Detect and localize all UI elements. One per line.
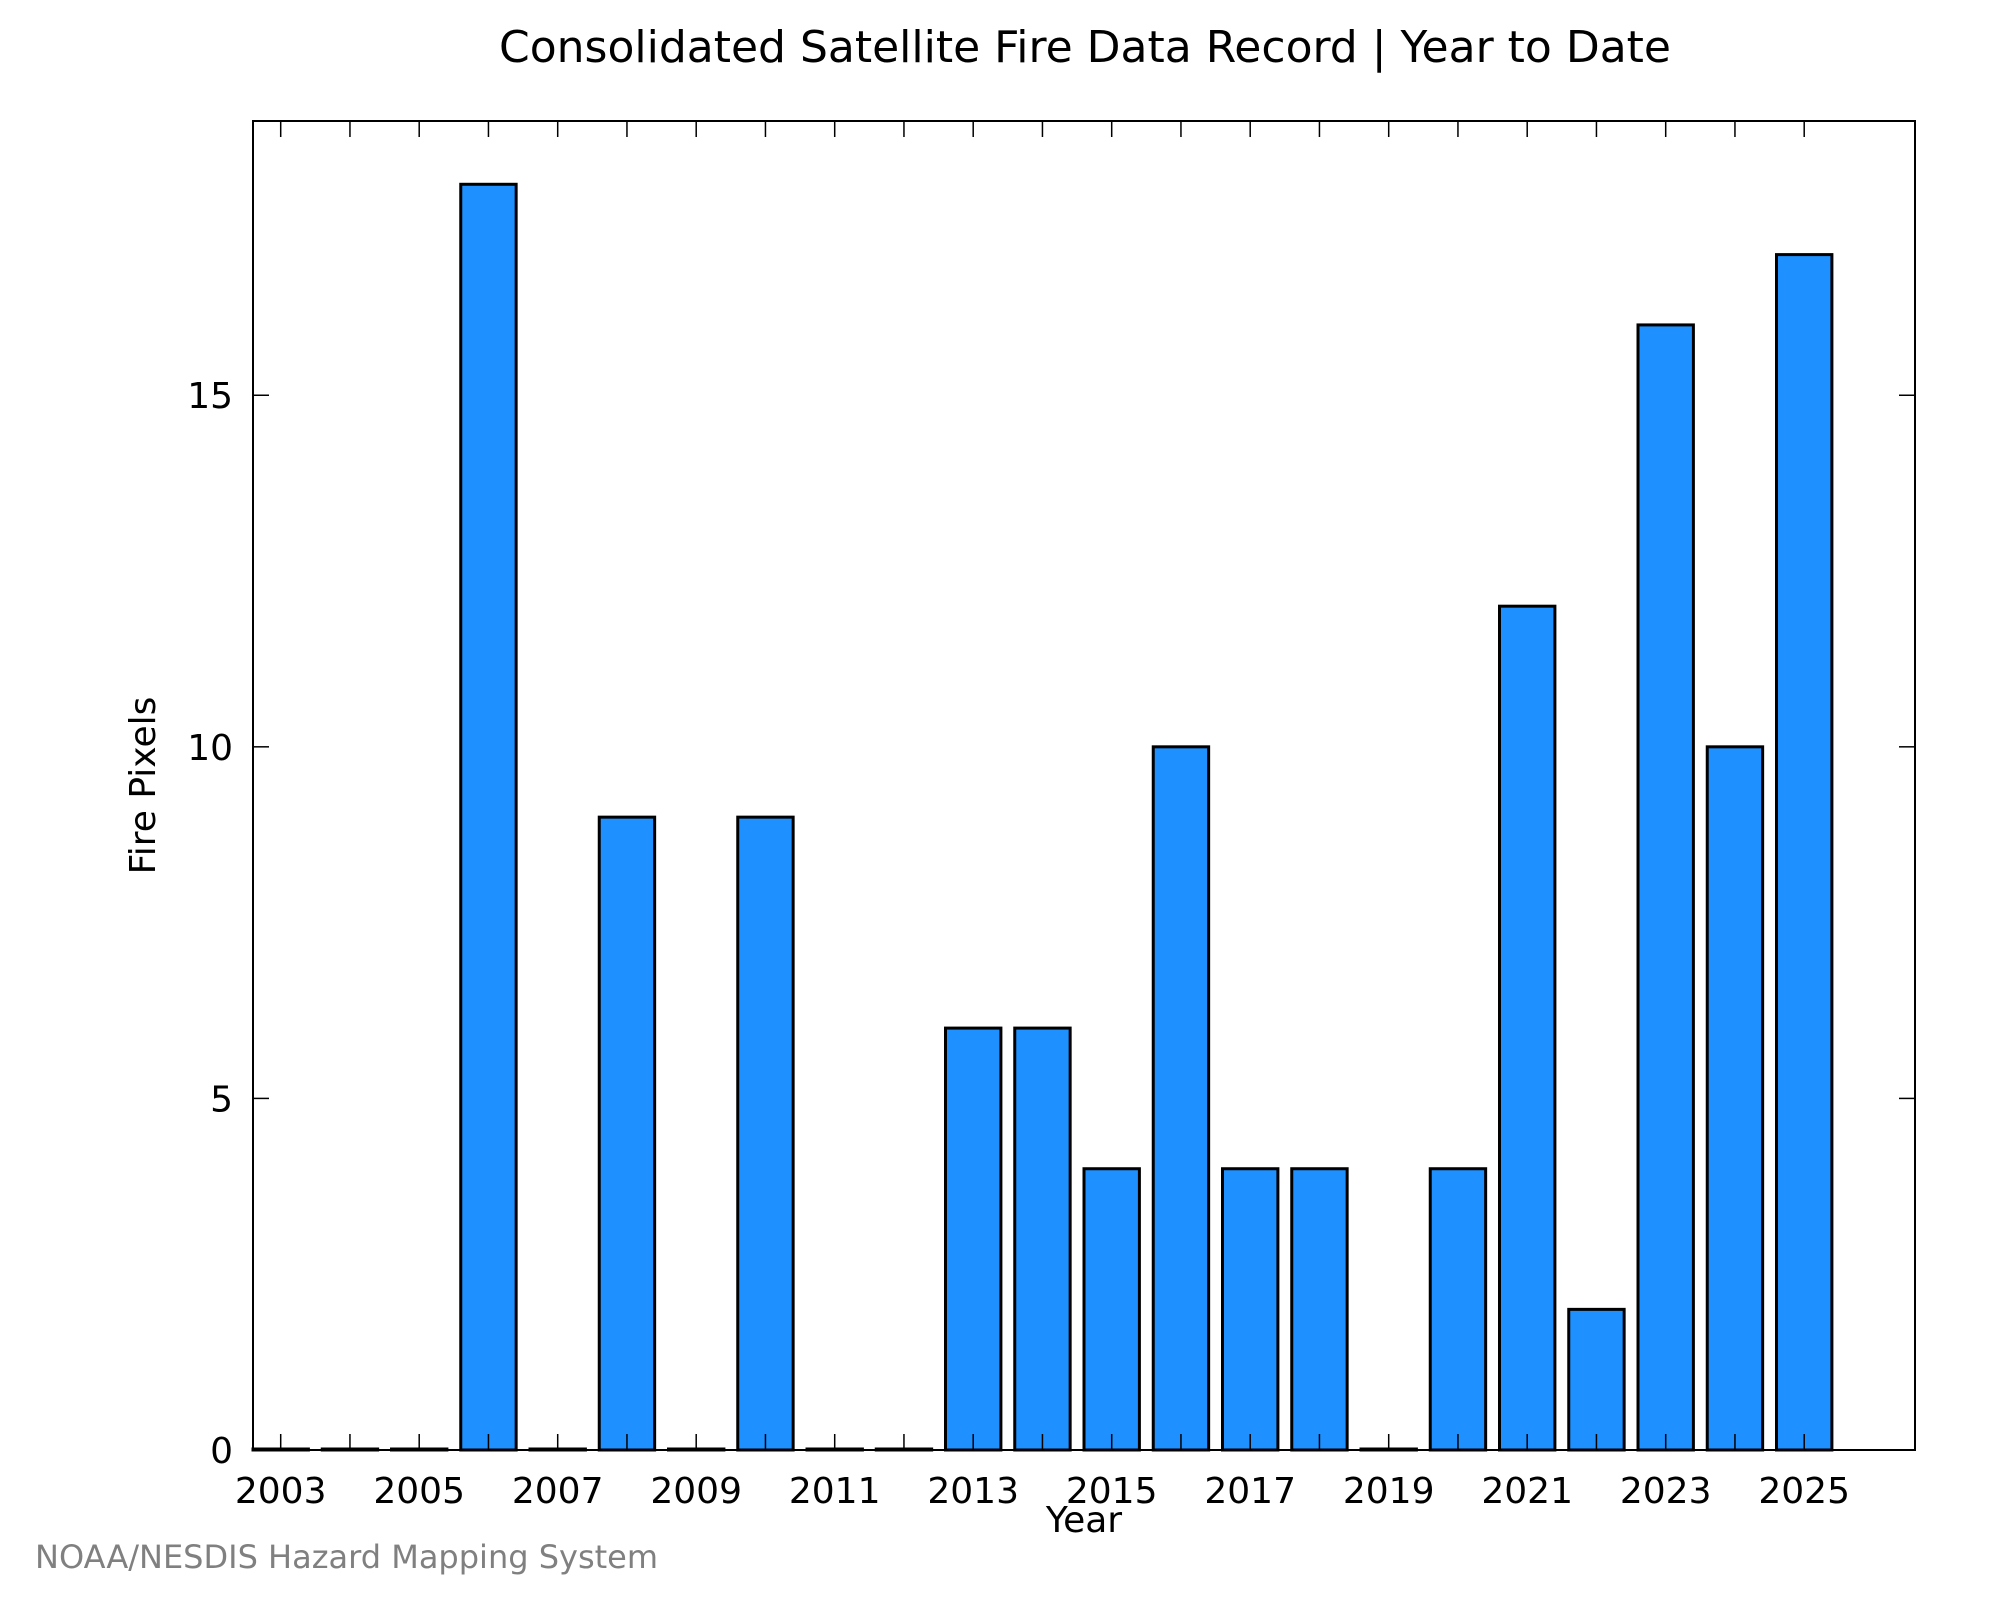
x-tick-label: 2005 [373,1471,465,1512]
bar-2010 [736,815,795,1452]
x-tick-label: 2019 [1343,1471,1435,1512]
x-tick-label: 2007 [512,1471,604,1512]
axis-ticks [253,121,1915,1451]
x-axis-label: Year [1045,1500,1122,1541]
x-tick-label: 2023 [1620,1471,1712,1512]
y-tick-label: 0 [210,1431,233,1472]
axis-tick-labels: 2003 2005 2007 2009 2011 2013 2015 2017 2019 2021… [187,376,1850,1512]
x-tick-label: 2021 [1481,1471,1573,1512]
x-tick-label: 2013 [927,1471,1019,1512]
bar-2017 [1221,1167,1280,1452]
plot-frame [252,120,1916,1451]
bar-2016 [1151,745,1211,1452]
bar-2015 [1082,1167,1141,1452]
x-tick-label: 2011 [789,1471,881,1512]
source-credit: NOAA/NESDIS Hazard Mapping System [35,1538,659,1576]
x-tick-label: 2009 [650,1471,742,1512]
bars-group [251,182,1834,1452]
x-tick-label: 2003 [235,1471,327,1512]
bar-2013 [944,1026,1003,1452]
y-axis-label: Fire Pixels [123,697,164,875]
x-tick-label: 2017 [1204,1471,1296,1512]
y-tick-label: 15 [187,376,233,417]
bar-2018 [1290,1167,1349,1452]
bar-2024 [1705,745,1765,1452]
x-tick-label: 2025 [1758,1471,1850,1512]
y-tick-label: 5 [210,1079,233,1120]
bar-2008 [597,815,657,1452]
bar-2006 [459,182,518,1452]
bar-2025 [1775,253,1834,1452]
bar-2021 [1498,604,1557,1452]
bar-2020 [1428,1167,1488,1452]
chart-title: Consolidated Satellite Fire Data Record … [499,22,1671,73]
y-tick-label: 10 [187,728,233,769]
bar-2014 [1013,1026,1072,1452]
bar-2022 [1567,1307,1626,1452]
x-tick-label: 2015 [1066,1471,1158,1512]
bar-2023 [1636,323,1695,1452]
